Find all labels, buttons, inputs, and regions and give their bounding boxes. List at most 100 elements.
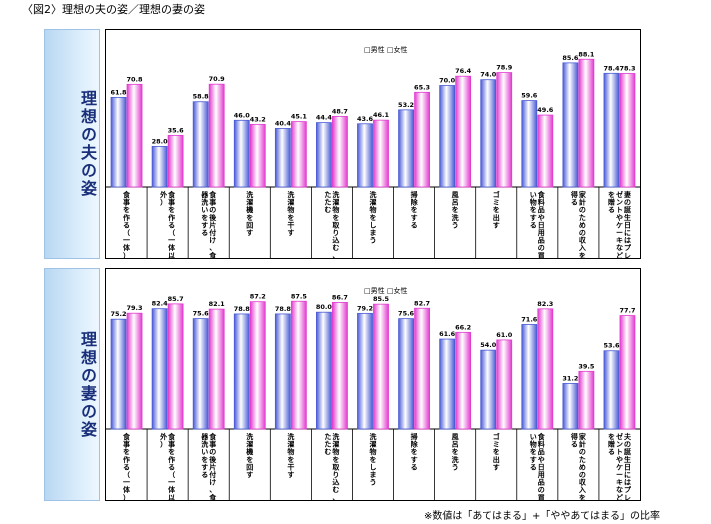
data-label: 48.7 [332, 107, 348, 115]
data-label: 53.6 [603, 342, 620, 350]
bar-female [373, 303, 389, 430]
category-label: 食事を作る（一体） [122, 432, 131, 500]
legend: □男性 □女性 [364, 45, 407, 54]
data-label: 46.1 [373, 111, 390, 119]
data-label: 78.8 [234, 305, 251, 313]
bar-female [249, 123, 266, 188]
bar-female [455, 75, 472, 188]
bar-male [439, 338, 456, 430]
data-label: 78.8 [275, 305, 292, 313]
category-label: 洗濯物を取り込む、たたむ [324, 432, 340, 500]
chart-husband: □男性 □女性 61.8 70.8 食事を作る（一体） 28.0 35.6 食事を作る（一体… [105, 29, 641, 259]
data-label: 65.3 [414, 83, 430, 91]
category-label: 妻の誕生日にはプレゼントやケーキなどを贈る [608, 190, 632, 258]
category-label: 風呂を洗う [451, 433, 459, 471]
data-label: 85.6 [562, 54, 579, 62]
bar-male [398, 109, 414, 188]
bar-male [480, 349, 497, 430]
data-label: 66.2 [455, 323, 471, 331]
bar-male [603, 72, 620, 188]
data-label: 78.9 [496, 64, 513, 72]
legend: □男性 □女性 [364, 286, 407, 295]
data-label: 40.4 [275, 119, 292, 127]
bar-female [414, 91, 430, 188]
panel-label-wife-text: 理想の妻の姿 [78, 330, 97, 439]
data-label: 70.0 [439, 77, 456, 85]
bar-male [110, 318, 127, 430]
data-label: 39.5 [578, 362, 595, 370]
data-label: 28.0 [152, 137, 169, 145]
data-label: 74.0 [480, 71, 497, 79]
category-label: 風呂を洗う [451, 191, 459, 229]
bar-female [126, 312, 143, 430]
data-label: 77.7 [619, 307, 635, 315]
bar-male [398, 318, 414, 430]
data-label: 31.2 [562, 374, 578, 382]
category-label: 洗濯物を干す [287, 432, 294, 479]
data-label: 80.0 [316, 303, 333, 311]
category-label: 洗濯物をしまう [370, 190, 377, 245]
bar-male [357, 312, 373, 430]
data-label: 35.6 [168, 126, 185, 134]
bar-female [578, 370, 595, 430]
category-label: 洗濯物をしまう [370, 432, 377, 487]
data-label: 61.0 [496, 331, 513, 339]
bar-female [496, 339, 513, 430]
category-label: 洗濯物を干す [287, 190, 294, 237]
category-label: 洗濯機を回す [246, 432, 253, 479]
data-label: 75.6 [193, 310, 210, 318]
data-label: 82.7 [414, 299, 430, 307]
bar-male [233, 313, 250, 430]
bar-female [414, 307, 430, 430]
data-label: 43.2 [250, 115, 266, 123]
bar-female [332, 302, 348, 430]
panel-label-husband: 理想の夫の姿 [44, 29, 100, 259]
chart-wife-svg: □男性 □女性 75.279.3 食事を作る（一体） 82.485.7 食事を作る（一体… [106, 286, 640, 500]
data-label: 85.7 [168, 295, 184, 303]
category-label: 食事を作る（一体以外） [160, 190, 176, 258]
bar-male [151, 308, 168, 430]
category-label: 食事の後片付け、食器洗いをする [200, 190, 217, 258]
bar-female [290, 300, 307, 430]
bar-female [167, 303, 184, 430]
bar-male [192, 101, 209, 188]
bar-female [332, 115, 348, 188]
data-label: 71.6 [521, 315, 538, 323]
bar-female [619, 73, 636, 188]
data-label: 53.2 [398, 101, 414, 109]
category-label: 食料品や日用品の買い物をする [530, 432, 546, 500]
footnote: ※数値は「あてはまる」+「ややあてはまる」の比率 [424, 511, 660, 522]
category-label: 夫の誕生日にはプレゼントやケーキなどを贈る [608, 432, 632, 500]
bar-male [603, 350, 620, 430]
category-label: 食料品や日用品の買い物をする [530, 190, 546, 258]
data-label: 85.5 [373, 295, 390, 303]
data-label: 45.1 [291, 113, 308, 121]
bar-female [537, 114, 554, 188]
category-label: 洗濯機を回す [246, 190, 253, 237]
bar-male [480, 79, 497, 188]
chart-wife: □男性 □女性 75.2 79.3 食事を作る（一体） 82.4 85.7 食事を作る（一体… [105, 268, 641, 501]
category-label: 食事を作る（一体以外） [160, 432, 176, 500]
category-label: 家計のための収入を得る [570, 190, 587, 258]
bar-male [562, 383, 579, 430]
bar-male [274, 128, 291, 188]
data-label: 82.1 [209, 300, 226, 308]
data-label: 78.4 [603, 64, 620, 72]
bar-female [208, 308, 225, 430]
panel-label-wife: 理想の妻の姿 [44, 268, 100, 501]
bar-male [110, 96, 127, 188]
data-label: 59.6 [521, 92, 538, 100]
bar-female [208, 83, 225, 188]
data-label: 70.9 [209, 75, 226, 83]
data-label: 54.0 [480, 341, 497, 349]
bar-female [455, 331, 472, 430]
data-label: 87.2 [250, 293, 266, 301]
category-label: 掃除をする [411, 190, 419, 229]
data-label: 49.6 [537, 106, 554, 114]
data-label: 43.6 [357, 115, 374, 123]
bar-male [521, 324, 538, 430]
data-label: 86.7 [332, 293, 348, 301]
data-label: 88.1 [578, 50, 595, 58]
data-label: 70.8 [127, 75, 144, 83]
bar-male [439, 85, 456, 188]
